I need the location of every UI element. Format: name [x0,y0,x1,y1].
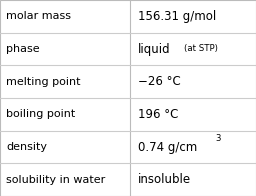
Text: 196 °C: 196 °C [138,108,178,121]
Text: (at STP): (at STP) [184,44,218,54]
Text: molar mass: molar mass [6,11,71,21]
Text: 3: 3 [216,134,221,143]
Text: phase: phase [6,44,40,54]
Text: melting point: melting point [6,77,81,87]
Text: boiling point: boiling point [6,109,76,119]
Text: liquid: liquid [138,43,170,55]
Text: 156.31 g/mol: 156.31 g/mol [138,10,216,23]
Text: solubility in water: solubility in water [6,175,106,185]
Text: 0.74 g/cm: 0.74 g/cm [138,141,197,153]
Text: insoluble: insoluble [138,173,191,186]
Text: density: density [6,142,47,152]
Text: −26 °C: −26 °C [138,75,180,88]
